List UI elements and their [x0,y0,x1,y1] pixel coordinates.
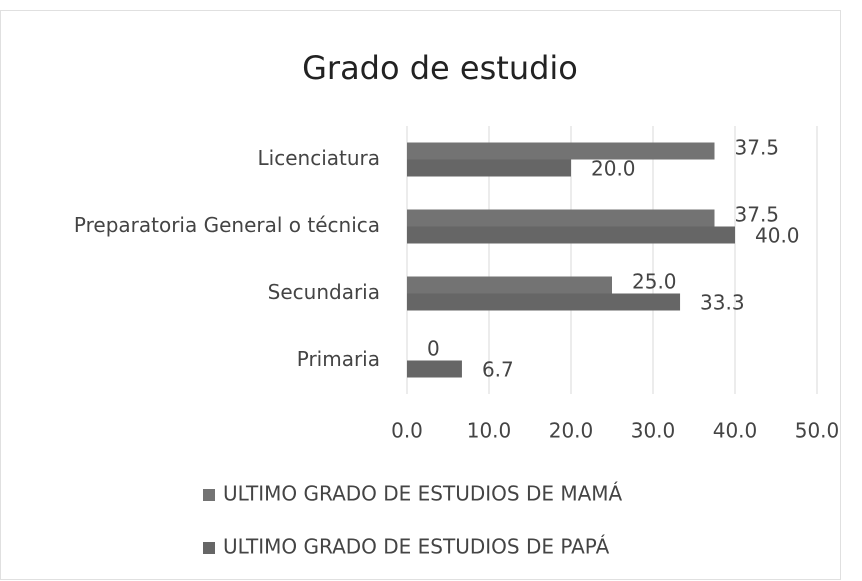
value-label: 37.5 [735,136,780,160]
x-tick-label: 50.0 [795,419,840,443]
legend-label: ULTIMO GRADO DE ESTUDIOS DE PAPÁ [223,535,610,559]
value-label: 40.0 [755,224,800,248]
bar [407,226,735,244]
value-label: 0 [427,337,440,361]
y-tick-label: Primaria [297,347,380,371]
x-tick-label: 0.0 [391,419,423,443]
x-tick-label: 10.0 [467,419,512,443]
chart-title: Grado de estudio [302,49,578,87]
y-tick-label: Licenciatura [258,146,380,170]
x-tick-label: 40.0 [713,419,758,443]
legend-marker [203,489,215,501]
bar [407,209,715,227]
bar [407,293,681,311]
y-tick-label: Secundaria [268,280,380,304]
bar [407,142,715,160]
legend-label: ULTIMO GRADO DE ESTUDIOS DE MAMÁ [223,482,623,506]
bar [407,276,612,294]
value-label: 25.0 [632,270,677,294]
value-label: 37.5 [735,203,780,227]
y-tick-label: Preparatoria General o técnica [74,213,380,237]
value-label: 6.7 [482,358,514,382]
bar [407,159,571,177]
legend-marker [203,542,215,554]
x-tick-label: 30.0 [631,419,676,443]
value-label: 20.0 [591,157,636,181]
x-tick-label: 20.0 [549,419,594,443]
value-label: 33.3 [700,291,745,315]
bar [407,360,462,378]
